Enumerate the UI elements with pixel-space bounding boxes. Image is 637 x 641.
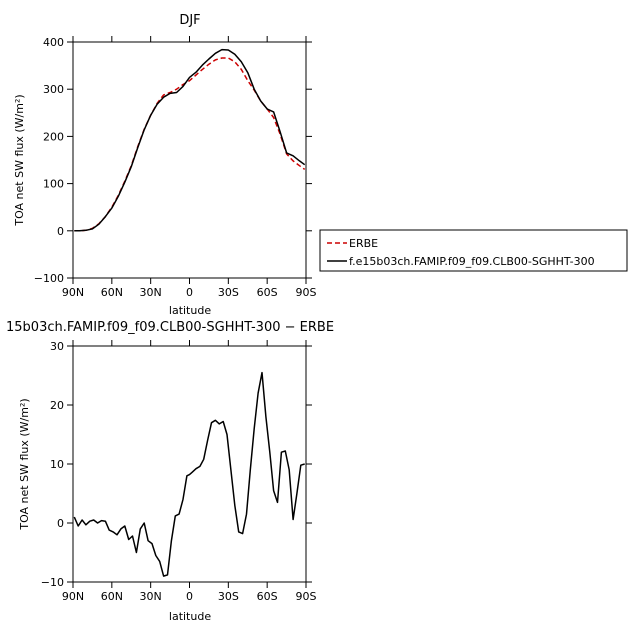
bottom-x-tick-label: 0 [186,590,193,603]
bottom-x-tick-label: 30N [140,590,162,603]
legend: ERBE f.e15b03ch.FAMIP.f09_f09.CLB00-SGHH… [319,229,628,272]
top-y-tick-label: 400 [43,36,64,49]
bottom-x-axis-label: latitude [169,610,211,623]
top-y-tick-label: 300 [43,83,64,96]
bottom-y-axis-label: TOA net SW flux (W/m²) [18,398,31,530]
bottom-x-axis: 90N 60N 30N 0 30S 60S 90S [62,340,317,603]
top-title: DJF [179,13,200,28]
top-series [74,48,306,232]
bottom-y-tick-label: 30 [50,340,64,353]
top-x-tick-label: 30N [140,286,162,299]
top-x-axis-label: latitude [169,304,211,317]
bottom-series [73,371,305,577]
legend-label-erbe: ERBE [349,237,378,250]
bottom-title: 15b03ch.FAMIP.f09_f09.CLB00-SGHHT-300 − … [6,320,334,335]
bottom-y-tick-label: 20 [50,399,64,412]
top-y-tick-label: −100 [34,272,64,285]
bottom-panel: 15b03ch.FAMIP.f09_f09.CLB00-SGHHT-300 − … [6,320,334,623]
bottom-y-tick-label: 0 [57,517,64,530]
top-x-tick-label: 90N [62,286,84,299]
bottom-series-line-0 [73,371,305,577]
bottom-x-tick-label: 90S [296,590,317,603]
top-y-axis-label: TOA net SW flux (W/m²) [13,94,26,226]
bottom-x-tick-label: 30S [218,590,239,603]
top-y-tick-label: 200 [43,130,64,143]
bottom-x-tick-label: 60N [101,590,123,603]
bottom-x-tick-label: 90N [62,590,84,603]
top-series-line-1 [74,48,306,232]
bottom-y-tick-label: 10 [50,458,64,471]
top-y-tick-label: 100 [43,178,64,191]
top-x-tick-label: 60S [257,286,278,299]
legend-label-model: f.e15b03ch.FAMIP.f09_f09.CLB00-SGHHT-300 [349,255,595,268]
top-x-axis: 90N 60N 30N 0 30S 60S 90S [62,36,317,299]
top-y-axis: −100 0 100 200 300 400 [34,36,312,285]
bottom-y-axis: −10 0 10 20 30 [41,340,312,589]
top-x-tick-label: 30S [218,286,239,299]
top-x-tick-label: 60N [101,286,123,299]
top-y-tick-label: 0 [57,225,64,238]
top-series-line-0 [74,57,306,232]
bottom-x-tick-label: 60S [257,590,278,603]
legend-box [319,229,628,272]
top-x-tick-label: 0 [186,286,193,299]
top-x-tick-label: 90S [296,286,317,299]
bottom-y-tick-label: −10 [41,576,64,589]
